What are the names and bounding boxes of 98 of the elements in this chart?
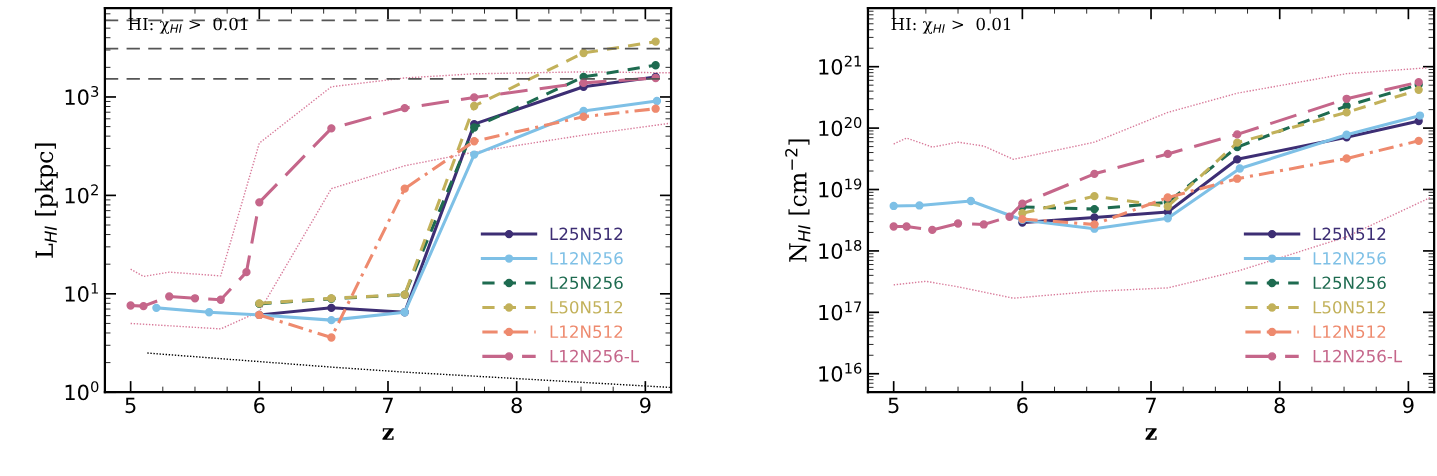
legend-label: L25N512 [550,227,623,241]
line-series [129,71,671,278]
point [1415,111,1425,120]
point [1090,220,1099,229]
point [255,198,264,207]
x-axis-title: z [1145,428,1157,440]
point [966,196,976,206]
point [1163,202,1172,211]
point [204,308,214,317]
y-tick-label: 10$^{19}$ [819,178,862,198]
point [1342,94,1351,103]
point [216,295,225,304]
legend-label: L12N512 [1313,325,1386,339]
x-tick-label: 5 [125,397,136,414]
y-tick-label: 10$^{21}$ [819,55,861,75]
annotation: HI: χ$_{HI}$ > 0.01 [128,17,248,34]
x-tick-label: 8 [511,397,522,414]
legend-label: L12N256 [1313,252,1386,265]
annotation: HI: χ$_{HI}$ > 0.01 [891,17,1011,34]
line-series [892,67,1429,161]
point [470,101,479,111]
legend-label: L12N256 [550,252,623,265]
point [651,37,660,46]
y-tick-label: 10$^{1}$ [65,282,99,302]
point [1414,85,1423,94]
y-tick-label: 10$^{18}$ [819,239,862,259]
point [1233,155,1242,164]
point [242,267,251,277]
x-tick-label: 6 [1017,397,1028,414]
point [915,201,924,210]
point [1090,204,1099,214]
point [400,184,409,193]
legend-label: L12N512 [550,325,623,339]
point [579,48,588,58]
point [1414,136,1423,146]
legend-label: L50N512 [550,300,623,314]
point [1342,154,1351,163]
point [1233,130,1242,139]
y-axis-title: N$_{HI}$ [cm$^{−2}$] [785,139,811,262]
point [1090,169,1099,179]
y-tick-label: 10$^{2}$ [65,184,98,204]
point [1163,193,1172,202]
point [889,222,898,231]
point [1342,108,1351,117]
y-tick-label: 10$^{16}$ [819,362,862,382]
point [470,93,479,102]
point [1090,213,1099,222]
y-tick-label: 10$^{17}$ [819,301,862,321]
x-tick-label: 7 [1146,397,1156,413]
x-tick-label: 5 [888,397,899,414]
point [1090,191,1099,201]
point [953,219,963,228]
point [1018,199,1027,208]
point [126,301,135,310]
point [327,333,336,342]
line-series [892,196,1431,299]
y-tick-label: 10$^{20}$ [819,117,862,137]
point [651,61,660,70]
point [1233,138,1242,147]
point [327,303,336,313]
point [1163,149,1172,159]
point [1163,214,1172,223]
point [165,292,174,301]
y-tick-label: 10$^{3}$ [65,85,99,106]
point [139,301,148,311]
x-axis-title: z [382,428,394,440]
point [979,220,988,229]
point [1005,212,1014,221]
x-tick-label: 9 [1403,397,1414,414]
legend-label: L25N256 [1313,276,1386,290]
point [652,96,662,106]
legend-label: L25N512 [1313,227,1386,241]
point [327,315,336,325]
point [1233,174,1242,183]
point [928,225,937,235]
point [327,124,336,133]
y-axis-title: L$_{HI}$ [pkpc] [34,143,58,258]
point [470,137,479,146]
point [902,222,911,231]
legend-label: L25N256 [550,276,623,290]
point [190,294,200,303]
x-tick-label: 8 [1274,397,1285,414]
point [1235,164,1244,173]
point [152,303,161,313]
point [470,150,479,159]
y-tick-label: 10$^{0}$ [65,381,99,401]
legend-label: L12N256-L [1313,349,1403,363]
point [400,103,409,113]
legend-label: L12N256-L [550,349,639,363]
point [470,123,479,132]
point [579,112,588,121]
point [651,104,660,113]
x-tick-label: 6 [254,397,265,414]
x-tick-label: 7 [383,397,393,413]
point [579,78,588,88]
point [889,201,898,211]
x-tick-label: 9 [640,397,651,414]
legend-label: L50N512 [1313,300,1386,314]
